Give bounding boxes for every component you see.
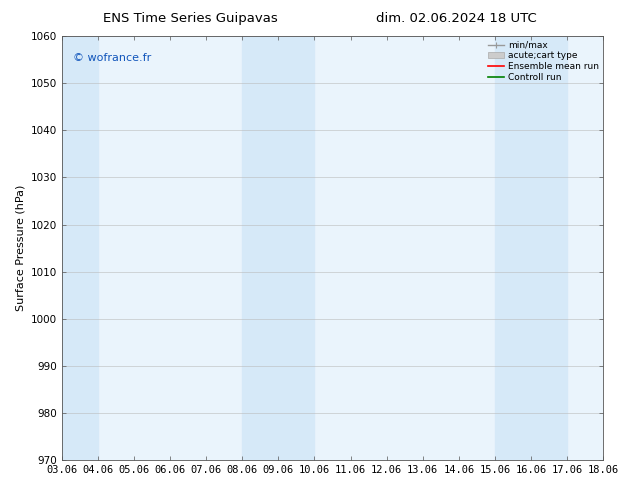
Text: dim. 02.06.2024 18 UTC: dim. 02.06.2024 18 UTC: [376, 12, 537, 25]
Bar: [495, 36, 567, 460]
Y-axis label: Surface Pressure (hPa): Surface Pressure (hPa): [15, 185, 25, 311]
Bar: [61, 36, 98, 460]
Text: © wofrance.fr: © wofrance.fr: [72, 53, 151, 63]
Text: ENS Time Series Guipavas: ENS Time Series Guipavas: [103, 12, 278, 25]
Legend: min/max, acute;cart type, Ensemble mean run, Controll run: min/max, acute;cart type, Ensemble mean …: [486, 39, 600, 84]
Bar: [242, 36, 314, 460]
